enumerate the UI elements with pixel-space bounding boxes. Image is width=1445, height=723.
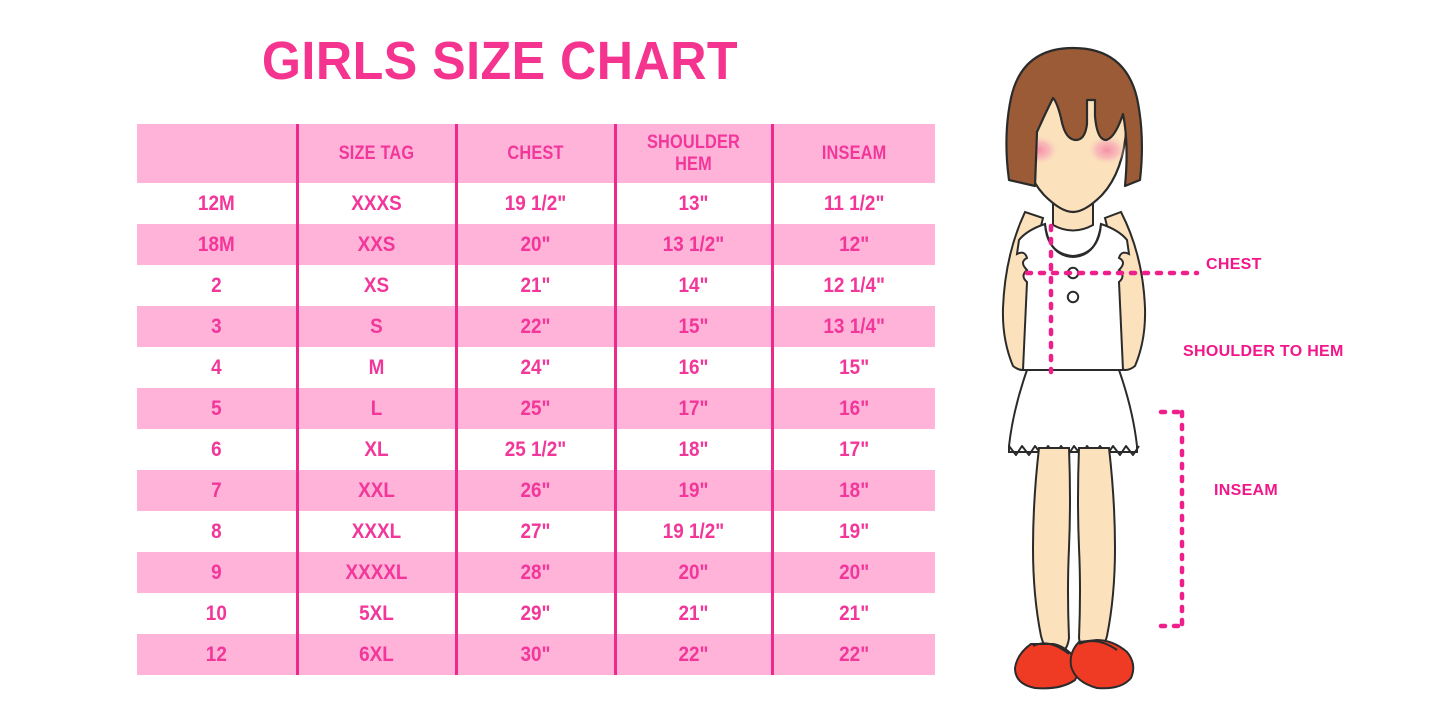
cell-size-tag: XXXXL: [303, 552, 449, 593]
table-row: 18M XXS 20" 13 1/2" 12": [137, 224, 935, 265]
cell-size-tag: L: [303, 388, 449, 429]
cell-shoulder-hem: 21": [621, 593, 765, 634]
size-table: SIZE TAG CHEST SHOULDER HEM INSEAM 12M XX…: [137, 124, 935, 675]
table-body: 12M XXXS 19 1/2" 13" 11 1/2" 18M XXS 20" 13 1/2"…: [137, 183, 935, 675]
cell-inseam: 13 1/4": [778, 306, 927, 347]
cell-size-tag: XS: [303, 265, 449, 306]
cell-size: 12: [205, 642, 227, 666]
cell-shoulder-hem: 19": [621, 470, 765, 511]
cell-inseam: 12": [778, 224, 927, 265]
column-header-chest: CHEST: [465, 124, 604, 183]
cell-shoulder-hem: 18": [621, 429, 765, 470]
cell-inseam: 17": [778, 429, 927, 470]
cell-inseam: 18": [778, 470, 927, 511]
cell-size-tag: XXL: [303, 470, 449, 511]
cell-shoulder-hem: 13": [621, 183, 765, 224]
cell-size-tag: XL: [303, 429, 449, 470]
right-cheek-blush: [1087, 135, 1127, 165]
table-row: 12 6XL 30" 22" 22": [137, 634, 935, 675]
left-shoe-shape: [1013, 643, 1079, 690]
page-title: GIRLS SIZE CHART: [261, 31, 739, 91]
skirt-ruffle-hem: [1008, 445, 1140, 456]
cell-chest: 20": [462, 224, 608, 265]
table-row: 5 L 25" 17" 16": [137, 388, 935, 429]
cell-size: 3: [211, 314, 222, 338]
cell-size-tag: XXS: [303, 224, 449, 265]
cell-inseam: 20": [778, 552, 927, 593]
cell-size: 5: [211, 396, 222, 420]
annotation-label-inseam: INSEAM: [1214, 482, 1279, 499]
right-leg-shape: [1077, 447, 1117, 656]
cell-chest: 26": [462, 470, 608, 511]
cell-inseam: 22": [778, 634, 927, 675]
cell-size: 12M: [197, 191, 235, 215]
cell-size-tag: XXXS: [303, 183, 449, 224]
table-row: 7 XXL 26" 19" 18": [137, 470, 935, 511]
table-row: 6 XL 25 1/2" 18" 17": [137, 429, 935, 470]
cell-shoulder-hem: 13 1/2": [621, 224, 765, 265]
column-header-shoulder-hem: SHOULDER HEM: [624, 124, 762, 183]
table-header: SIZE TAG CHEST SHOULDER HEM INSEAM: [137, 124, 935, 183]
cell-inseam: 21": [778, 593, 927, 634]
cell-size-tag: S: [303, 306, 449, 347]
table-row: 3 S 22" 15" 13 1/4": [137, 306, 935, 347]
cell-shoulder-hem: 14": [621, 265, 765, 306]
hair-shape: [1005, 46, 1144, 188]
cell-chest: 27": [462, 511, 608, 552]
cell-size: 8: [211, 519, 222, 543]
cell-chest: 25 1/2": [462, 429, 608, 470]
cell-chest: 30": [462, 634, 608, 675]
cell-chest: 24": [462, 347, 608, 388]
cell-size: 6: [211, 437, 222, 461]
table-row: 8 XXXL 27" 19 1/2" 19": [137, 511, 935, 552]
cell-inseam: 15": [778, 347, 927, 388]
column-header-size-tag: SIZE TAG: [306, 124, 445, 183]
cell-size: 4: [211, 355, 222, 379]
column-header-inseam: INSEAM: [782, 124, 924, 183]
cell-size-tag: 5XL: [303, 593, 449, 634]
cell-inseam: 12 1/4": [778, 265, 927, 306]
table-row: 2 XS 21" 14" 12 1/4": [137, 265, 935, 306]
right-shoe-strap: [1078, 640, 1118, 651]
cell-inseam: 16": [778, 388, 927, 429]
annotation-label-chest: CHEST: [1206, 256, 1262, 273]
cell-inseam: 11 1/2": [778, 183, 927, 224]
cell-size: 10: [205, 601, 227, 625]
size-table-container: SIZE TAG CHEST SHOULDER HEM INSEAM 12M XX…: [137, 124, 935, 675]
button-lower-icon: [1066, 290, 1080, 304]
cell-chest: 21": [462, 265, 608, 306]
cell-inseam: 19": [778, 511, 927, 552]
cell-size-tag: M: [303, 347, 449, 388]
cell-chest: 19 1/2": [462, 183, 608, 224]
cell-chest: 22": [462, 306, 608, 347]
cell-size-tag: 6XL: [303, 634, 449, 675]
cell-shoulder-hem: 17": [621, 388, 765, 429]
right-shoe-shape: [1069, 638, 1135, 690]
girl-figure-illustration: [975, 40, 1445, 700]
cell-chest: 29": [462, 593, 608, 634]
cell-size: 7: [211, 478, 222, 502]
table-row: 4 M 24" 16" 15": [137, 347, 935, 388]
cell-size: 2: [211, 273, 222, 297]
left-shoe-strap: [1032, 642, 1070, 655]
annotation-label-shoulder-to-hem: SHOULDER TO HEM: [1183, 343, 1344, 360]
cell-shoulder-hem: 20": [621, 552, 765, 593]
table-row: 12M XXXS 19 1/2" 13" 11 1/2": [137, 183, 935, 224]
cell-shoulder-hem: 16": [621, 347, 765, 388]
left-leg-shape: [1031, 447, 1071, 656]
cell-size: 9: [211, 560, 222, 584]
skirt-shape: [1008, 369, 1138, 453]
cell-chest: 25": [462, 388, 608, 429]
table-row: 10 5XL 29" 21" 21": [137, 593, 935, 634]
table-header-row: SIZE TAG CHEST SHOULDER HEM INSEAM: [137, 124, 935, 183]
cell-chest: 28": [462, 552, 608, 593]
cell-size-tag: XXXL: [303, 511, 449, 552]
cell-shoulder-hem: 22": [621, 634, 765, 675]
cell-size: 18M: [197, 232, 235, 256]
cell-shoulder-hem: 19 1/2": [621, 511, 765, 552]
column-header-size: [148, 124, 286, 183]
cell-shoulder-hem: 15": [621, 306, 765, 347]
table-row: 9 XXXXL 28" 20" 20": [137, 552, 935, 593]
